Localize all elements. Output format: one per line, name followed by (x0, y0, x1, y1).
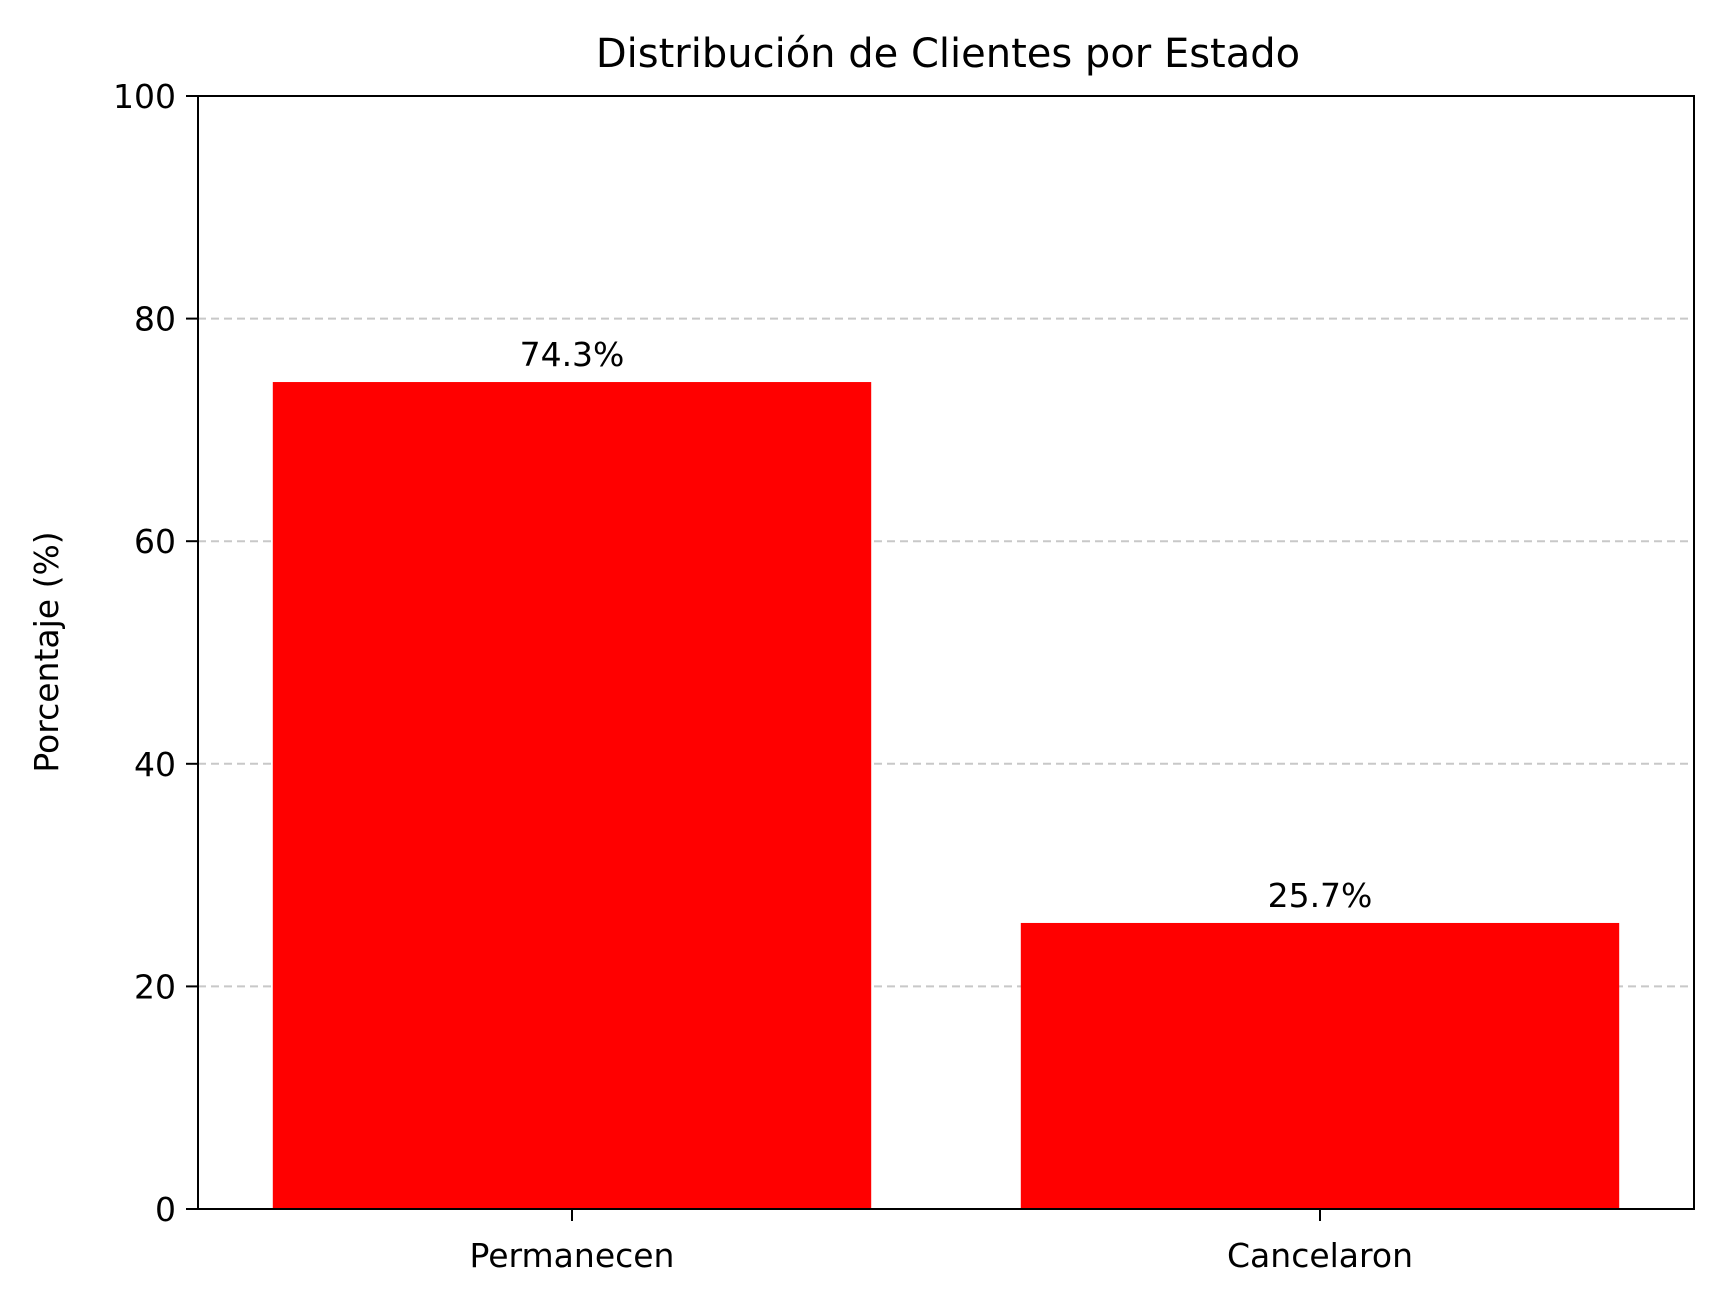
chart-title: Distribución de Clientes por Estado (596, 31, 1300, 77)
y-tick-label-5: 100 (113, 77, 176, 116)
data-label-cancelaron: 25.7% (1268, 876, 1373, 915)
bar-cancelaron (1020, 922, 1620, 1209)
x-tick-label-cancelaron: Cancelaron (1227, 1236, 1413, 1275)
data-labels: 74.3% 25.7% (520, 335, 1373, 915)
y-tick-label-1: 20 (134, 967, 176, 1006)
x-tick-label-permanecen: Permanecen (470, 1236, 675, 1275)
y-tick-label-3: 60 (134, 522, 176, 561)
y-tick-label-2: 40 (134, 745, 176, 784)
y-tick-label-4: 80 (134, 300, 176, 339)
data-label-permanecen: 74.3% (520, 335, 625, 374)
y-tick-label-0: 0 (155, 1190, 176, 1229)
plot-frame (197, 95, 1695, 1210)
y-axis-label: Porcentaje (%) (27, 531, 66, 772)
bars (272, 382, 1620, 1209)
x-axis: Permanecen Cancelaron (470, 1209, 1413, 1275)
bar-permanecen (272, 382, 872, 1209)
y-axis: 0 20 40 60 80 100 (113, 77, 198, 1229)
